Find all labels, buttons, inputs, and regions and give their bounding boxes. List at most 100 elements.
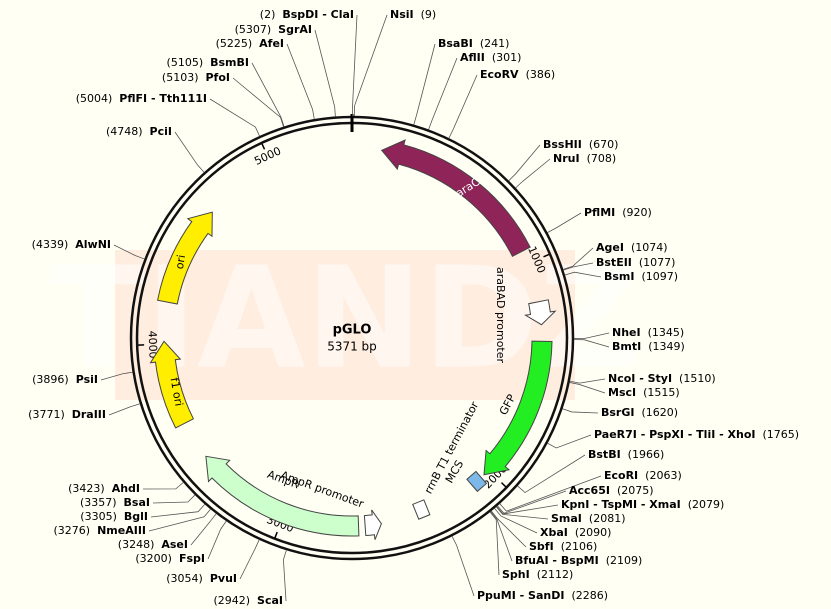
feature-box	[466, 470, 488, 493]
site-position: (3423)	[68, 482, 105, 495]
site-position: (5103)	[162, 71, 199, 84]
site-name: BstEII	[596, 256, 632, 269]
site-name: DraIII	[72, 408, 106, 421]
site-position: (3357)	[80, 496, 117, 509]
site-leader	[148, 508, 211, 532]
site-position: (920)	[622, 206, 652, 219]
site-leader	[207, 520, 227, 560]
site-leader	[100, 371, 133, 381]
ruler-tick	[274, 531, 278, 538]
site-leader	[113, 244, 145, 260]
site-leader	[142, 482, 184, 490]
site-position: (1345)	[648, 326, 685, 339]
site-name: ScaI	[257, 594, 283, 607]
site-position: (3896)	[32, 373, 69, 386]
site-leader	[352, 14, 358, 117]
site-leader	[413, 43, 436, 125]
site-name: EcoRV	[480, 68, 519, 81]
site-leader	[428, 57, 458, 130]
site-name: PsiI	[76, 373, 98, 386]
site-leader	[286, 43, 315, 120]
site-position: (1515)	[643, 386, 680, 399]
ruler-tick	[543, 253, 550, 258]
site-position: (1765)	[763, 428, 800, 441]
site-position: (670)	[589, 138, 619, 151]
site-name: PflMI	[584, 206, 615, 219]
site-leader	[490, 511, 513, 562]
site-name: BsmBI	[210, 56, 249, 69]
site-leader	[547, 212, 582, 233]
site-name: PaeR7I - PspXI - TliI - XhoI	[594, 428, 756, 441]
feature-arrow	[524, 299, 557, 326]
site-leader	[108, 403, 141, 416]
site-position: (1966)	[628, 448, 665, 461]
site-position: (4748)	[106, 125, 143, 138]
site-leader	[569, 382, 606, 394]
site-leader	[494, 508, 538, 534]
site-name: PflFI - Tth111I	[119, 92, 207, 105]
feature-arrow	[483, 340, 553, 476]
site-leader	[152, 494, 196, 504]
site-position: (5225)	[216, 37, 253, 50]
watermark-band	[115, 250, 575, 400]
site-leader	[573, 332, 610, 340]
site-position: (1349)	[648, 340, 685, 353]
site-name: AlwNI	[75, 238, 111, 251]
site-leader	[251, 62, 285, 127]
site-position: (2942)	[213, 594, 250, 607]
site-leader	[150, 503, 206, 518]
site-position: (2079)	[688, 498, 725, 511]
ruler-label: 5000	[252, 144, 283, 168]
site-position: (386)	[526, 68, 556, 81]
plasmid-name: pGLO	[333, 323, 372, 338]
site-name: BsaI	[124, 496, 150, 509]
feature-arrow	[205, 455, 360, 537]
feature-arrow	[157, 211, 213, 305]
site-name: NmeAIII	[97, 524, 146, 537]
site-position: (301)	[492, 51, 522, 64]
site-leader	[232, 77, 284, 127]
site-position: (3248)	[118, 538, 155, 551]
feature-box	[412, 499, 431, 520]
site-leader	[573, 339, 610, 348]
site-name: Acc65I	[569, 484, 610, 497]
feature-label: ori	[173, 254, 188, 270]
site-leader	[564, 271, 602, 278]
site-position: (5004)	[76, 92, 113, 105]
site-position: (2075)	[617, 484, 654, 497]
site-name: BspDI - ClaI	[282, 8, 354, 21]
site-leader	[448, 74, 478, 139]
site-name: BsmI	[604, 270, 635, 283]
site-name: PpuMI - SanDI	[477, 589, 564, 602]
site-position: (1077)	[639, 256, 676, 269]
site-position: (1620)	[641, 406, 678, 419]
site-leader	[490, 510, 527, 548]
site-name: AseI	[161, 538, 188, 551]
site-position: (5105)	[167, 56, 204, 69]
site-position: (3771)	[28, 408, 65, 421]
site-name: BsaBI	[438, 37, 473, 50]
ruler-tick	[500, 482, 507, 488]
site-position: (2090)	[575, 526, 612, 539]
site-position: (1510)	[679, 372, 716, 385]
site-leader	[499, 475, 602, 512]
site-position: (3054)	[166, 572, 203, 585]
site-leader	[209, 98, 260, 137]
site-leader	[283, 549, 287, 602]
site-name: BmtI	[612, 340, 641, 353]
site-leader	[353, 14, 388, 117]
site-position: (1074)	[631, 241, 668, 254]
site-name: SbfI	[529, 540, 554, 553]
site-position: (9)	[421, 8, 437, 21]
site-leader	[239, 539, 260, 580]
site-name: FspI	[179, 552, 205, 565]
site-name: XbaI	[540, 526, 568, 539]
site-leader	[515, 158, 551, 189]
site-name: BssHII	[543, 138, 582, 151]
site-name: PciI	[150, 125, 172, 138]
site-leader	[495, 506, 549, 520]
site-name: SmaI	[551, 512, 582, 525]
site-position: (241)	[480, 37, 510, 50]
